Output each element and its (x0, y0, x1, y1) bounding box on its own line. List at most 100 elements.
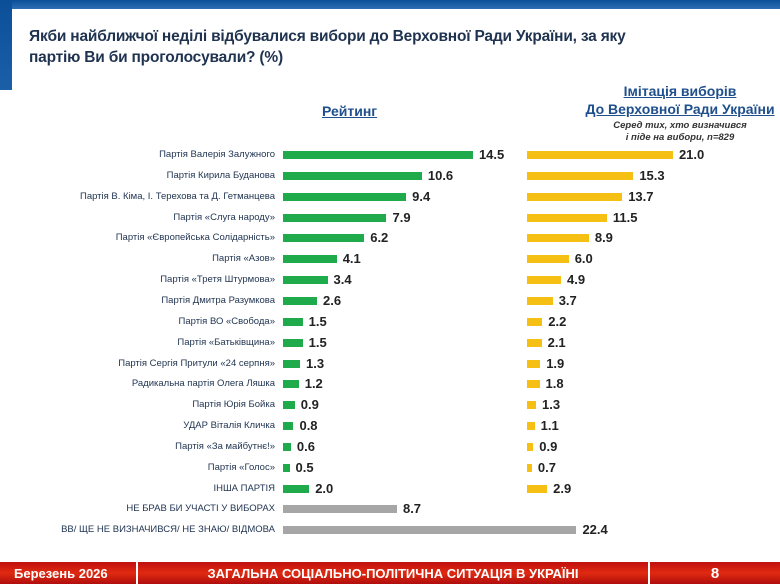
page-title: Якби найближчої неділі відбувалися вибор… (29, 28, 626, 66)
rating-bar (283, 422, 294, 431)
header-bar (0, 0, 780, 9)
category-label: Партія Юрія Бойка (192, 399, 275, 411)
category-label: Партія «За майбутнє!» (175, 440, 275, 452)
category-label: Партія «Європейська Солідарність» (115, 232, 275, 244)
rating-value: 1.5 (308, 313, 327, 329)
category-label: ВВ/ ЩЕ НЕ ВИЗНАЧИВСЯ/ НЕ ЗНАЮ/ ВІДМОВА (61, 524, 275, 536)
rating-bar (283, 317, 303, 326)
imitation-header: Імітація виборів До Верховної Ради Украї… (580, 82, 780, 118)
rating-value: 7.9 (392, 209, 411, 225)
imitation-value: 8.9 (594, 230, 613, 246)
category-label: Партія Кирила Буданова (166, 169, 275, 181)
rating-bar (283, 380, 299, 389)
rating-bar (283, 442, 291, 451)
rating-value: 0.9 (300, 397, 319, 413)
imitation-bar (527, 255, 569, 264)
imitation-value: 11.5 (612, 209, 638, 225)
imitation-value: 0.9 (539, 438, 558, 454)
imitation-value: 2.1 (547, 334, 566, 350)
imitation-value: 21.0 (678, 147, 705, 162)
category-label: Партія Дмитра Разумкова (161, 294, 275, 306)
rating-value: 14.5 (478, 147, 505, 162)
imitation-value: 1.3 (542, 397, 561, 413)
rating-value: 10.6 (427, 167, 454, 183)
rating-value: 1.2 (304, 376, 323, 392)
imitation-subtitle-line2: і піде на вибори, n=829 (625, 132, 735, 143)
category-label: Партія «Слуга народу» (173, 211, 275, 223)
imitation-header-line2: До Верховної Ради України (585, 101, 775, 117)
imitation-bar (527, 380, 540, 389)
category-label: Партія В. Кіма, І. Терехова та Д. Гетман… (79, 190, 275, 202)
category-label: Партія «Батьківщина» (177, 336, 275, 348)
imitation-bar (527, 276, 562, 285)
rating-value: 0.5 (295, 459, 314, 475)
rating-bar (283, 213, 387, 222)
imitation-value: 1.1 (540, 418, 559, 434)
imitation-bar (527, 422, 535, 431)
category-label: Радикальна партія Олега Ляшка (131, 378, 275, 390)
imitation-value: 4.9 (567, 272, 586, 288)
category-label: Партія «Голос» (207, 461, 275, 473)
imitation-header-line1: Імітація виборів (623, 83, 737, 99)
imitation-bar (527, 338, 542, 347)
rating-value: 1.5 (308, 334, 327, 350)
rating-bar (283, 192, 407, 201)
imitation-subtitle: Серед тих, хто визначився і піде на вибо… (580, 120, 780, 144)
imitation-bar (527, 296, 553, 305)
rating-bar (283, 171, 422, 180)
imitation-bar (527, 401, 537, 410)
imitation-value: 2.2 (548, 313, 567, 329)
category-label: Партія Сергія Притули «24 серпня» (118, 357, 275, 369)
imitation-bar (527, 213, 607, 222)
rating-value: 9.4 (412, 188, 431, 204)
category-label: Партія Валерія Залужного (159, 149, 275, 160)
category-label: Партія «Азов» (212, 253, 275, 265)
footer-page-number: 8 (710, 565, 720, 582)
rating-bar (283, 526, 577, 535)
rating-value: 0.6 (296, 438, 315, 454)
imitation-bar (527, 359, 541, 368)
imitation-value: 3.7 (558, 292, 577, 308)
footer-divider (136, 562, 138, 584)
imitation-bar (527, 171, 634, 180)
rating-bar (283, 151, 473, 159)
imitation-value: 6.0 (574, 251, 593, 267)
rating-bar (283, 338, 303, 347)
rating-bar (283, 296, 318, 305)
category-label: ІНША ПАРТІЯ (213, 482, 275, 494)
footer-section: ЗАГАЛЬНА СОЦІАЛЬНО-ПОЛІТИЧНА СИТУАЦІЯ В … (207, 566, 579, 581)
imitation-bar (527, 484, 548, 493)
category-label: УДАР Віталія Кличка (183, 420, 275, 432)
imitation-bar (527, 317, 543, 326)
imitation-value: 1.8 (545, 376, 564, 392)
rating-value: 4.1 (342, 251, 361, 267)
imitation-value: 2.9 (553, 480, 572, 496)
imitation-bar (527, 151, 673, 159)
rating-value: 6.2 (370, 230, 389, 246)
imitation-bar (527, 463, 532, 472)
imitation-value: 13.7 (628, 188, 654, 204)
footer-bar (0, 562, 780, 584)
rating-bar (283, 463, 290, 472)
imitation-value: 0.7 (537, 459, 556, 475)
footer-divider (648, 562, 650, 584)
rating-bar (283, 505, 397, 514)
rating-value: 2.6 (323, 292, 342, 308)
rating-bar (283, 255, 337, 264)
imitation-value: 15.3 (639, 167, 665, 183)
imitation-bar (527, 192, 623, 201)
rating-bar (283, 234, 365, 243)
rating-value: 0.8 (299, 418, 318, 434)
rating-bar (283, 276, 328, 285)
category-label: НЕ БРАВ БИ УЧАСТІ У ВИБОРАХ (126, 503, 275, 515)
imitation-subtitle-line1: Серед тих, хто визначився (613, 120, 747, 131)
imitation-bar (527, 442, 534, 451)
header-accent (0, 0, 12, 90)
footer-date: Березень 2026 (14, 566, 108, 581)
imitation-value: 1.9 (546, 355, 565, 371)
rating-value: 3.4 (333, 272, 352, 288)
category-label: Партія ВО «Свобода» (178, 315, 275, 327)
rating-value: 1.3 (306, 355, 325, 371)
rating-bar (283, 484, 310, 493)
rating-value: 8.7 (402, 501, 422, 517)
